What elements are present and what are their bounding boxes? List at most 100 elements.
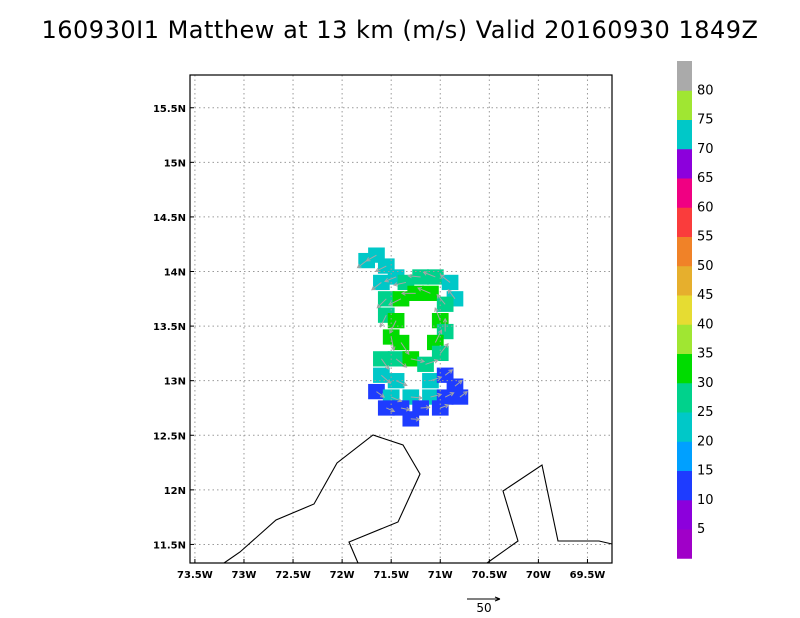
wind-vector	[400, 342, 410, 355]
reference-vector-arrowhead	[494, 596, 501, 602]
wind-vector	[376, 391, 385, 398]
wind-vector	[389, 320, 397, 334]
wind-vector	[400, 407, 410, 411]
wind-vector-head	[400, 290, 406, 296]
wind-vector-head	[402, 363, 408, 368]
wind-vector-head	[437, 375, 443, 381]
wind-vector	[386, 407, 395, 412]
wind-vector	[444, 369, 453, 376]
wind-vector	[430, 376, 442, 382]
colorbar-label: 15	[697, 464, 714, 479]
colorbar-segment	[677, 119, 692, 150]
colorbar-label: 65	[697, 171, 714, 186]
wind-vector-head	[384, 364, 390, 370]
wind-vector-head	[449, 392, 455, 397]
coastline-layer	[223, 434, 613, 564]
wind-vector	[357, 260, 367, 269]
x-tick-label: 72.5W	[275, 570, 311, 581]
colorbar-label: 70	[697, 142, 714, 157]
y-tick-label: 14N	[164, 268, 186, 279]
wind-vector-head	[437, 392, 443, 398]
wind-vector-head	[437, 329, 443, 335]
wind-vector	[440, 274, 451, 283]
wind-vector	[410, 358, 425, 362]
wind-vector	[384, 276, 397, 282]
wind-vector	[436, 294, 446, 305]
wind-vector	[390, 396, 402, 402]
x-tick-label: 70W	[526, 570, 551, 581]
wind-vector	[380, 358, 390, 370]
coastline-peninsula	[486, 464, 613, 564]
wind-vector-head	[425, 405, 431, 410]
colorbar-label: 75	[697, 113, 714, 128]
wind-vector-head	[415, 416, 421, 422]
colorbar-segment	[677, 207, 692, 237]
colorbar-label: 10	[697, 493, 714, 508]
colorbar-segment	[677, 236, 692, 267]
colorbar-label: 25	[697, 405, 714, 420]
wind-vector-head	[417, 287, 423, 292]
wind-vector-head	[383, 278, 389, 283]
colorbar-label: 60	[697, 200, 714, 215]
colorbar-segment	[677, 295, 692, 325]
wind-vector-head	[389, 328, 394, 334]
wind-vector	[375, 265, 387, 272]
colorbar-segment	[677, 90, 692, 120]
wind-vector-head	[457, 379, 463, 385]
y-tick-label: 13.5N	[153, 322, 186, 333]
y-tick-label: 14.5N	[153, 213, 186, 224]
wind-vector	[430, 393, 442, 398]
wind-vector-head	[444, 342, 449, 348]
wind-vectors-layer	[356, 254, 468, 422]
wind-vector-head	[380, 393, 385, 398]
y-tick-label: 15.5N	[153, 104, 186, 115]
chart-title: 160930I1 Matthew at 13 km (m/s) Valid 20…	[41, 16, 759, 44]
wind-vector	[440, 404, 449, 409]
wind-vector-head	[356, 263, 362, 269]
plot-cells-layer	[358, 247, 469, 427]
colorbar-label: 50	[697, 259, 714, 274]
wind-vector	[439, 343, 449, 354]
x-tick-label: 73.5W	[177, 570, 213, 581]
colorbar-label: 40	[697, 317, 714, 332]
colorbar-segment	[677, 382, 692, 413]
reference-vector: 50	[467, 596, 501, 615]
wind-vector-head	[436, 293, 442, 299]
colorbar-label: 20	[697, 434, 714, 449]
x-tick-label: 71W	[428, 570, 453, 581]
colorbar-segment	[677, 178, 692, 208]
coastline-south-america	[223, 434, 421, 564]
y-tick-label: 13N	[164, 377, 186, 388]
wind-vector	[423, 271, 436, 278]
wind-vector-head	[371, 285, 376, 291]
wind-vector-head	[407, 273, 413, 279]
wind-cell	[422, 373, 439, 389]
wind-cell	[431, 400, 449, 416]
wind-vector	[444, 392, 454, 398]
wind-vector	[410, 418, 420, 420]
wind-vector	[390, 336, 395, 351]
wind-vector-head	[447, 288, 453, 294]
wind-vector-head	[402, 381, 408, 387]
colorbar-segment	[677, 529, 692, 559]
reference-vector-label: 50	[476, 601, 491, 615]
colorbar-label: 45	[697, 288, 714, 303]
colorbar-label: 55	[697, 230, 714, 245]
wind-vector	[425, 359, 439, 365]
y-tick-label: 12.5N	[153, 431, 186, 442]
wind-vector	[388, 298, 402, 306]
wind-vector	[434, 307, 441, 321]
colorbar-segment	[677, 441, 692, 471]
wind-vector-head	[376, 303, 382, 309]
colorbar-segment	[677, 324, 692, 354]
wind-vector-head	[404, 350, 410, 355]
grid-layer	[190, 75, 612, 563]
colorbar-label: 80	[697, 83, 714, 98]
colorbar: 5 10 15 20 25 30 35 40 45 50 55 60 65 70 75 80	[677, 61, 714, 559]
wind-vector-head	[422, 271, 428, 276]
wind-vector-head	[397, 397, 403, 403]
wind-vector	[395, 380, 408, 386]
wind-vector-head	[444, 403, 450, 409]
wind-vector-head	[379, 322, 385, 328]
wind-vector-head	[434, 307, 439, 313]
